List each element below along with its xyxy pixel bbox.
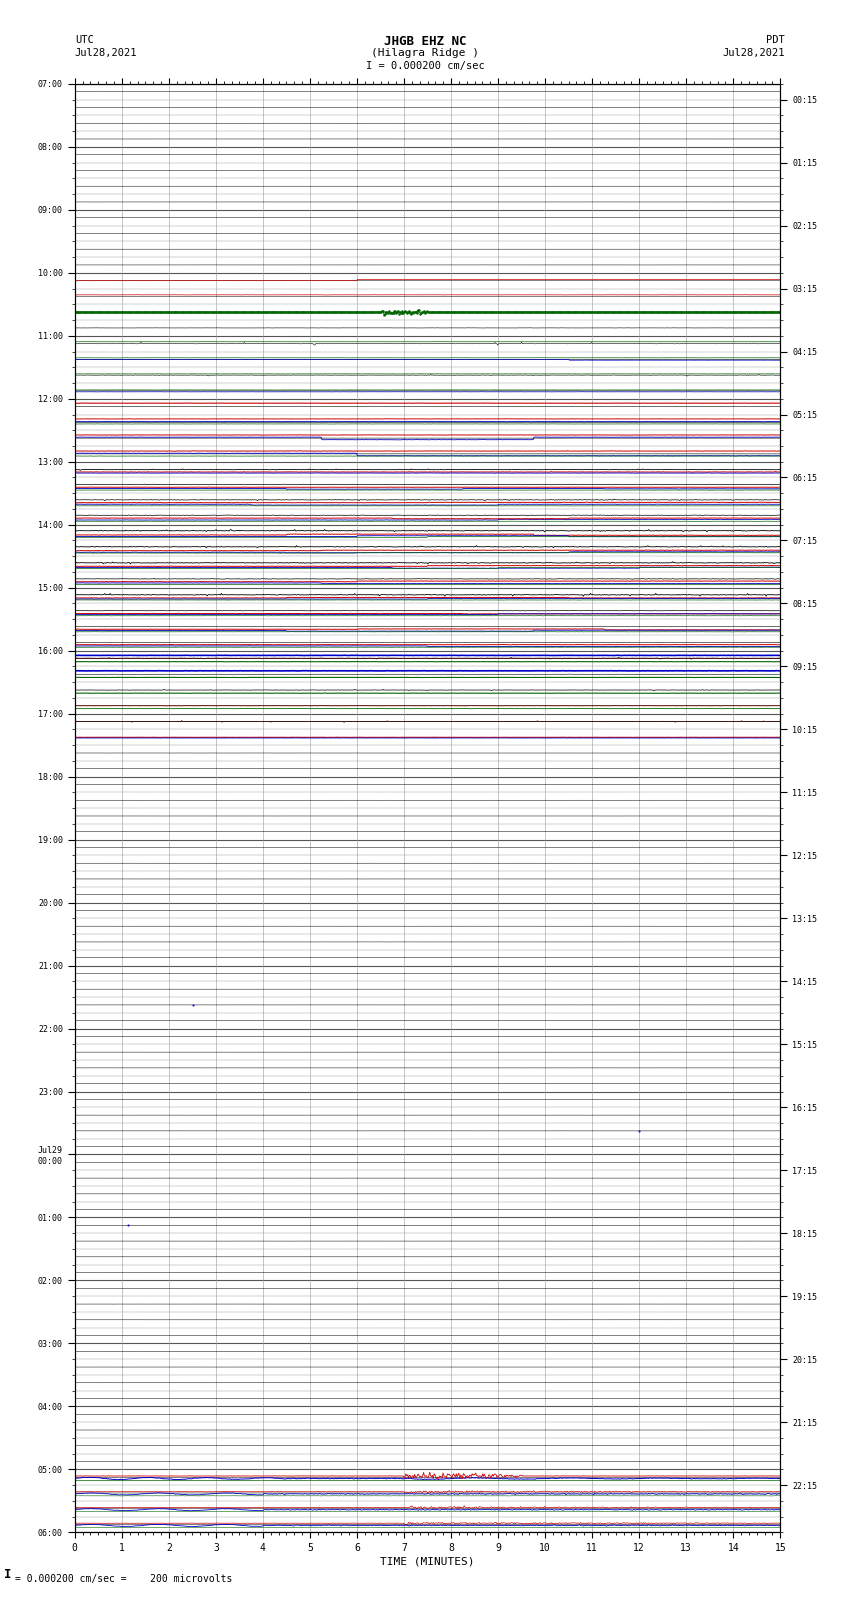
Text: UTC: UTC [75, 35, 94, 45]
Text: (Hilagra Ridge ): (Hilagra Ridge ) [371, 48, 479, 58]
Text: = 0.000200 cm/sec =    200 microvolts: = 0.000200 cm/sec = 200 microvolts [15, 1574, 233, 1584]
Text: I = 0.000200 cm/sec: I = 0.000200 cm/sec [366, 61, 484, 71]
Text: JHGB EHZ NC: JHGB EHZ NC [383, 35, 467, 48]
Text: Jul28,2021: Jul28,2021 [722, 48, 785, 58]
Text: Jul28,2021: Jul28,2021 [75, 48, 138, 58]
X-axis label: TIME (MINUTES): TIME (MINUTES) [380, 1557, 475, 1566]
Text: I: I [4, 1568, 12, 1581]
Text: PDT: PDT [766, 35, 785, 45]
